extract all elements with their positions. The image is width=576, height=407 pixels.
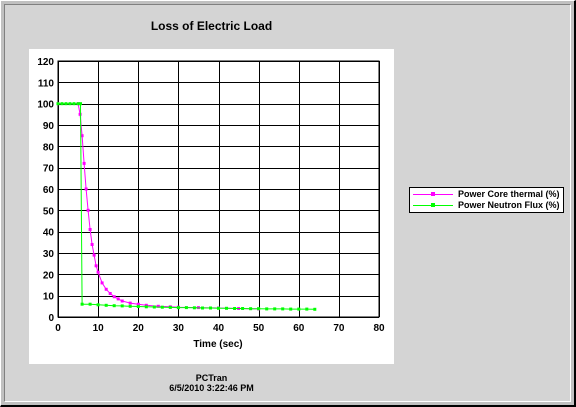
data-point-core-thermal (96, 270, 100, 274)
data-point-neutron-flux (56, 102, 60, 106)
x-tick-label: 60 (293, 323, 305, 334)
data-point-neutron-flux (265, 307, 269, 311)
x-tick-label: 30 (173, 323, 185, 334)
data-point-core-thermal (108, 292, 112, 295)
y-tick-label: 110 (38, 78, 55, 89)
legend-item-neutron-flux: Power Neutron Flux (%) (410, 200, 563, 212)
y-tick-label: 20 (43, 270, 55, 281)
data-point-neutron-flux (241, 307, 245, 310)
x-tick-label: 20 (133, 323, 145, 334)
data-point-neutron-flux (313, 307, 317, 311)
x-axis-label: Time (sec) (193, 339, 242, 350)
data-point-neutron-flux (80, 302, 84, 306)
legend-item-core-thermal: Power Core thermal (%) (410, 189, 563, 201)
legend: Power Core thermal (%) Power Neutron Flu… (409, 187, 564, 213)
data-point-neutron-flux (64, 102, 68, 106)
data-point-neutron-flux (305, 307, 309, 311)
data-point-neutron-flux (160, 305, 164, 309)
data-point-neutron-flux (120, 304, 124, 308)
data-point-core-thermal (156, 304, 160, 308)
data-point-neutron-flux (225, 306, 228, 310)
data-point-neutron-flux (112, 304, 116, 308)
data-point-neutron-flux (96, 303, 100, 307)
y-tick-label: 0 (48, 313, 54, 324)
footer-app-name: PCTran (195, 373, 228, 383)
data-point-neutron-flux (217, 306, 220, 310)
data-point-neutron-flux (88, 302, 92, 306)
data-point-core-thermal (136, 302, 140, 306)
data-point-neutron-flux (60, 102, 64, 106)
data-point-core-thermal (104, 287, 108, 291)
data-point-neutron-flux (144, 305, 148, 309)
data-point-neutron-flux (72, 102, 76, 106)
data-point-neutron-flux (79, 102, 82, 106)
data-point-neutron-flux (297, 307, 301, 311)
data-point-neutron-flux (249, 307, 253, 311)
data-point-neutron-flux (184, 306, 188, 310)
legend-label-neutron-flux: Power Neutron Flux (%) (458, 200, 560, 210)
series-line-core-thermal (58, 103, 259, 310)
data-point-core-thermal (84, 187, 88, 191)
data-point-core-thermal (128, 301, 132, 305)
data-point-core-thermal (88, 228, 92, 231)
data-point-core-thermal (112, 295, 116, 299)
data-point-core-thermal (86, 208, 90, 212)
y-tick-label: 120 (37, 57, 54, 68)
legend-marker-neutron-flux (431, 203, 435, 207)
data-point-neutron-flux (168, 305, 172, 309)
y-tick-label: 60 (43, 185, 55, 196)
chart-svg: 0 10 20 30 40 50 60 70 80 0 10 20 30 40 50 60 70 80 90 100 1… (37, 57, 385, 350)
y-tick-label: 100 (37, 100, 54, 111)
data-point-neutron-flux (192, 306, 196, 310)
x-tick-label: 10 (93, 323, 105, 334)
data-point-neutron-flux (176, 306, 180, 310)
data-point-neutron-flux (68, 102, 72, 106)
data-point-neutron-flux (136, 305, 140, 308)
data-point-core-thermal (94, 264, 98, 268)
data-point-neutron-flux (152, 305, 156, 309)
footer: PCTran 6/5/2010 3:22:46 PM (5, 373, 418, 393)
data-point-neutron-flux (209, 306, 212, 310)
y-tick-label: 80 (43, 142, 55, 153)
data-point-core-thermal (100, 281, 104, 285)
y-tick-label: 30 (43, 249, 55, 260)
y-tick-label: 70 (43, 164, 55, 175)
y-tick-label: 90 (43, 121, 55, 132)
data-point-neutron-flux (281, 307, 285, 311)
plot-area-border (57, 60, 380, 318)
data-point-core-thermal (120, 299, 124, 303)
series-lines (56, 102, 317, 311)
series-line-neutron-flux (58, 103, 315, 310)
data-point-core-thermal (92, 253, 96, 257)
data-point-core-thermal (90, 243, 94, 246)
y-tick-label: 50 (43, 206, 55, 217)
data-point-neutron-flux (273, 307, 277, 311)
legend-marker-core-thermal (431, 192, 435, 196)
x-tick-label: 0 (55, 323, 61, 334)
data-point-neutron-flux (289, 307, 293, 311)
data-point-neutron-flux (233, 307, 237, 310)
chart-window: Loss of Electric Load 0 10 20 30 40 50 60 70 80 0… (4, 4, 571, 402)
tick-labels: 0 10 20 30 40 50 60 70 80 0 10 20 30 40 50 60 70 80 90 100 1… (37, 57, 385, 334)
data-point-core-thermal (116, 297, 120, 301)
data-point-neutron-flux (128, 304, 132, 308)
chart-title: Loss of Electric Load (150, 19, 273, 33)
data-point-neutron-flux (257, 307, 261, 311)
x-tick-label: 50 (253, 323, 265, 334)
plot-panel: 0 10 20 30 40 50 60 70 80 0 10 20 30 40 50 60 70 80 90 100 1… (29, 49, 394, 364)
y-tick-label: 10 (43, 292, 55, 303)
grid-lines (58, 61, 380, 318)
x-tick-label: 80 (373, 323, 385, 334)
data-point-neutron-flux (104, 303, 108, 307)
y-tick-label: 40 (43, 228, 55, 239)
x-tick-label: 40 (213, 323, 225, 334)
legend-label-core-thermal: Power Core thermal (%) (458, 189, 560, 199)
x-tick-label: 70 (333, 323, 345, 334)
data-point-core-thermal (80, 134, 84, 138)
data-point-neutron-flux (76, 102, 80, 106)
footer-timestamp: 6/5/2010 3:22:46 PM (169, 383, 254, 393)
data-point-neutron-flux (201, 306, 204, 310)
data-point-core-thermal (82, 161, 86, 165)
